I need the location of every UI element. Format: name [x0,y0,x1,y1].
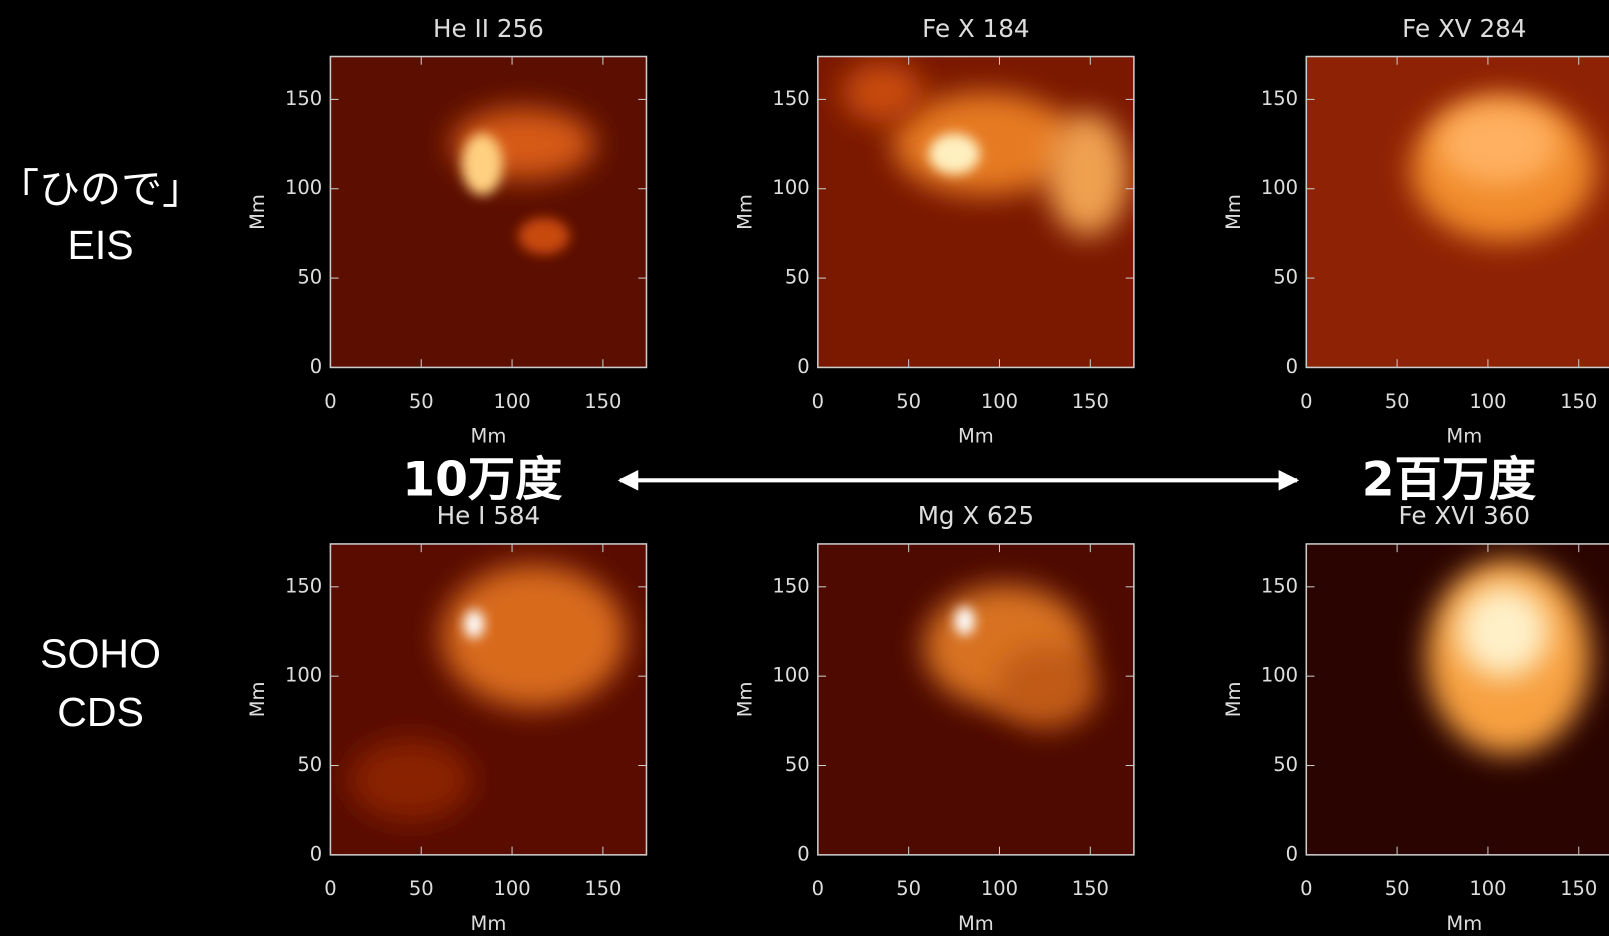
y-tick-label: 50 [785,266,810,289]
emission-region [349,739,472,821]
panel: Mg X 625 00 50 50 100 100 150 150 Mm Mm [734,501,1134,935]
temperature-low: 10万度 [402,452,562,507]
y-tick-label: 0 [310,355,322,378]
y-tick-label: 50 [1273,266,1298,289]
y-tick-label: 0 [797,355,809,378]
y-tick-label: 100 [1261,664,1298,687]
panel-title: Mg X 625 [918,501,1034,530]
emission-region [462,133,503,195]
y-tick-label: 150 [1261,574,1298,597]
x-tick-label: 150 [584,877,621,900]
solar-image [818,544,1134,855]
x-axis-label: Mm [958,425,994,448]
y-tick-label: 50 [297,753,322,776]
x-tick-label: 50 [1385,390,1410,413]
x-tick-label: 0 [324,877,336,900]
x-axis-label: Mm [1446,912,1482,935]
x-tick-label: 50 [896,390,921,413]
y-tick-label: 0 [1286,842,1298,865]
x-tick-label: 50 [409,390,434,413]
row-label: EIS [67,222,133,268]
y-tick-label: 0 [310,842,322,865]
x-axis-label: Mm [958,912,994,935]
x-tick-label: 50 [409,877,434,900]
row-label: CDS [57,689,144,735]
y-tick-label: 150 [285,574,322,597]
x-tick-label: 100 [981,877,1018,900]
emission-region [954,607,975,636]
y-tick-label: 150 [1261,87,1298,110]
emission-region [1437,103,1560,185]
figure: 「ひので」 EIS SOHO CDS 10万度 2百万度 He II 25600… [0,0,1609,936]
x-tick-label: 150 [1072,877,1109,900]
y-axis-label: Mm [1222,681,1245,717]
y-axis-label: Mm [734,681,757,717]
panel: Fe X 184 00 50 50 100 100 150 150 Mm Mm [734,14,1134,448]
panel-title: Fe XV 284 [1402,14,1526,43]
y-tick-label: 0 [1286,355,1298,378]
x-tick-label: 100 [981,390,1018,413]
y-tick-label: 0 [797,842,809,865]
y-tick-label: 100 [772,176,809,199]
emission-region [995,647,1098,729]
x-tick-label: 150 [1072,390,1109,413]
emission-region [518,218,569,255]
x-axis-label: Mm [1446,425,1482,448]
x-tick-label: 0 [1300,390,1312,413]
y-tick-label: 100 [285,664,322,687]
x-tick-label: 150 [1560,877,1597,900]
y-tick-label: 50 [297,266,322,289]
y-tick-label: 100 [772,664,809,687]
panel: He II 256 00 50 50 100 100 150 150 Mm Mm [246,14,646,448]
x-tick-label: 100 [1469,877,1506,900]
panel: Fe XV 284 00 50 50 100 100 150 150 Mm Mm [1222,14,1609,448]
x-tick-label: 100 [1469,390,1506,413]
x-tick-label: 0 [1300,877,1312,900]
x-axis-label: Mm [471,425,507,448]
x-tick-label: 0 [812,390,824,413]
x-tick-label: 0 [812,877,824,900]
x-tick-label: 0 [324,390,336,413]
y-axis-label: Mm [246,681,269,717]
x-tick-label: 50 [1385,877,1410,900]
x-tick-label: 150 [1560,390,1597,413]
panel: He I 584 00 50 50 100 100 150 150 Mm Mm [246,501,646,935]
y-tick-label: 100 [1261,176,1298,199]
emission-region [1047,113,1129,236]
solar-image [818,57,1134,368]
panel-title: Fe XVI 360 [1399,501,1531,530]
emission-region [1457,585,1549,677]
y-tick-label: 50 [785,753,810,776]
y-axis-label: Mm [246,194,269,230]
y-axis-label: Mm [1222,194,1245,230]
temperature-high: 2百万度 [1362,452,1536,507]
row-label: 「ひので」 [0,166,203,212]
x-axis-label: Mm [471,912,507,935]
panel-title: He I 584 [437,501,541,530]
solar-image [1306,57,1609,368]
y-axis-label: Mm [734,194,757,230]
y-tick-label: 150 [772,87,809,110]
x-tick-label: 100 [493,390,530,413]
x-tick-label: 50 [896,877,921,900]
panel-title: Fe X 184 [922,14,1029,43]
y-tick-label: 150 [285,87,322,110]
emission-region [929,133,980,174]
emission-region [464,610,485,639]
panel-title: He II 256 [433,14,544,43]
solar-image [1306,544,1609,855]
solar-image [330,544,646,855]
y-tick-label: 150 [772,574,809,597]
emission-region [841,62,923,124]
y-tick-label: 100 [285,176,322,199]
y-tick-label: 50 [1273,753,1298,776]
panel: Fe XVI 360 00 50 50 100 100 150 150 Mm Mm [1222,501,1609,935]
x-tick-label: 100 [493,877,530,900]
image-background [330,57,646,368]
solar-image [330,57,646,368]
x-tick-label: 150 [584,390,621,413]
row-label: SOHO [40,631,161,677]
